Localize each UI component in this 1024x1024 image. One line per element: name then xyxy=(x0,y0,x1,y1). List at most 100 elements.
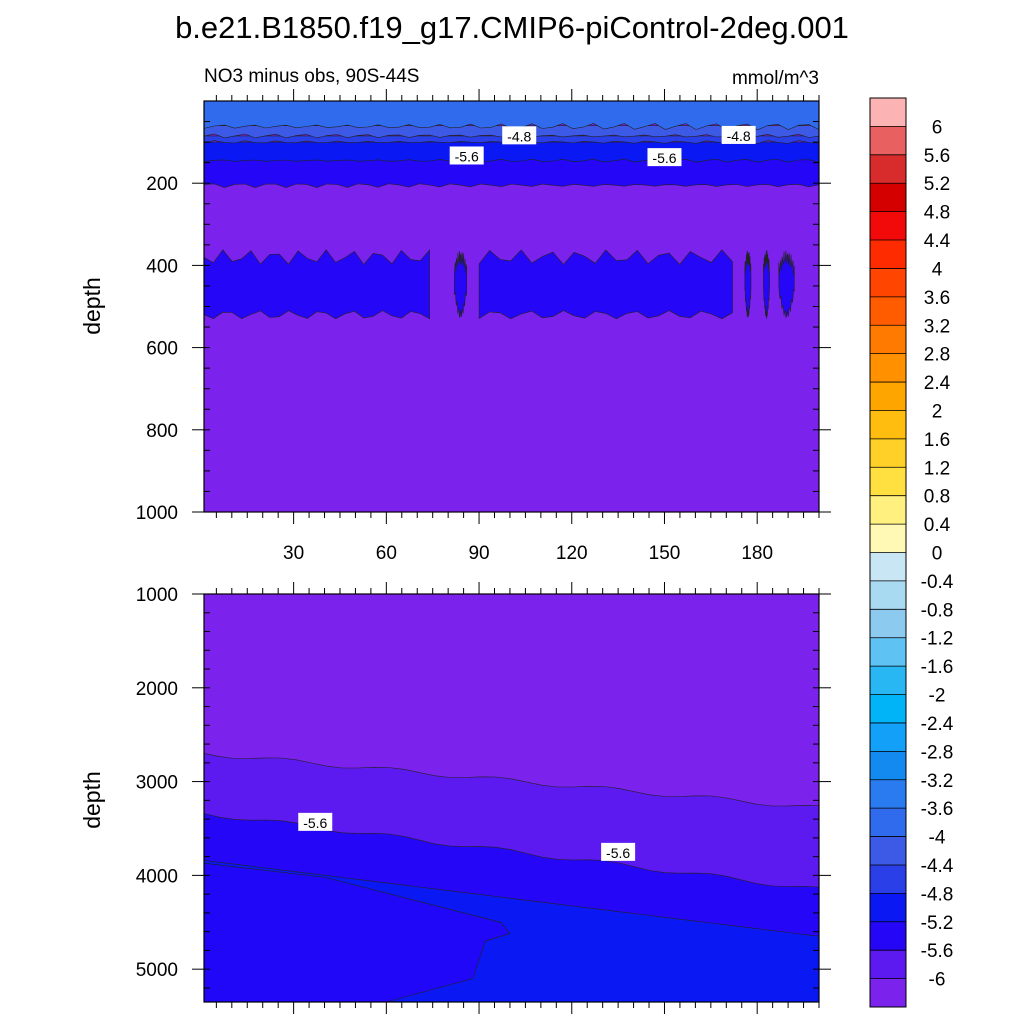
upper-x-tick-label: 60 xyxy=(376,543,397,564)
upper-contour-label-box xyxy=(449,146,484,165)
colorbar-swatch xyxy=(870,921,906,951)
upper-y-tick-label: 400 xyxy=(146,256,178,277)
colorbar-swatch xyxy=(870,268,906,298)
lower-y-tick-label: 1000 xyxy=(136,585,178,606)
colorbar-label: -5.2 xyxy=(921,913,954,934)
colorbar-label: 0 xyxy=(932,544,943,565)
lower-contour-label-text: -5.6 xyxy=(606,845,630,861)
colorbar-label: 6 xyxy=(932,117,943,138)
colorbar-label: -1.6 xyxy=(921,657,954,678)
lower-contour-label-box xyxy=(298,812,333,831)
colorbar-label: -6 xyxy=(929,970,946,991)
lower-contour-label-text: -5.6 xyxy=(303,815,327,831)
colorbar-label: 2 xyxy=(932,401,943,422)
colorbar-label: -3.2 xyxy=(921,771,954,792)
colorbar-label: -2.4 xyxy=(921,714,954,735)
upper-x-tick-label: 180 xyxy=(741,543,773,564)
colorbar-label: 0.4 xyxy=(924,515,951,536)
colorbar-swatch xyxy=(870,438,906,468)
colorbar-swatch xyxy=(870,126,906,156)
lower-plot-frame xyxy=(203,593,820,1003)
colorbar-swatch xyxy=(870,98,906,127)
colorbar: 6 5.6 5.2 4.8 4.4 4 3.6 3.2 2.8 2.4 2 1.6 1.2 0.8 0.4 0… xyxy=(869,97,954,1008)
upper-contour-label-box xyxy=(721,125,756,144)
upper-contour-region xyxy=(203,249,430,320)
colorbar-label: 5.2 xyxy=(924,174,950,195)
colorbar-label: -0.4 xyxy=(921,572,954,593)
chart-title: b.e21.B1850.f19_g17.CMIP6-piControl-2deg… xyxy=(175,10,849,45)
upper-contour-label: -5.6 xyxy=(449,146,484,165)
colorbar-swatch xyxy=(870,808,906,838)
colorbar-label: 1.2 xyxy=(924,458,950,479)
colorbar-label: 3.2 xyxy=(924,316,950,337)
colorbar-swatch xyxy=(870,864,906,894)
upper-contour-region xyxy=(203,141,820,163)
upper-contour-label-box xyxy=(502,126,537,145)
lower-y-tick-label: 2000 xyxy=(136,679,178,700)
colorbar-label: 4 xyxy=(932,259,943,280)
upper-contour-region xyxy=(454,250,467,318)
upper-contour-label: -4.8 xyxy=(502,126,537,145)
colorbar-label: -2 xyxy=(929,686,946,707)
upper-contour-label-text: -5.6 xyxy=(455,148,479,164)
colorbar-swatch xyxy=(870,950,906,980)
upper-y-tick-label: 200 xyxy=(146,174,178,195)
colorbar-label: 0.8 xyxy=(924,487,950,508)
colorbar-label: -4 xyxy=(929,828,946,849)
colorbar-label: -0.8 xyxy=(921,600,954,621)
lower-y-tick-label: 3000 xyxy=(136,773,178,794)
colorbar-swatch xyxy=(870,666,906,696)
colorbar-swatch xyxy=(870,183,906,213)
colorbar-frame xyxy=(869,97,907,1008)
upper-x-tick-label: 30 xyxy=(283,543,304,564)
colorbar-swatch xyxy=(870,524,906,553)
colorbar-label: -4.8 xyxy=(921,884,954,905)
upper-contour-label: -5.6 xyxy=(647,148,682,167)
upper-y-tick-label: 800 xyxy=(146,421,178,442)
colorbar-swatch xyxy=(870,751,906,781)
colorbar-swatch xyxy=(870,382,906,411)
colorbar-swatch xyxy=(870,495,906,525)
colorbar-swatch xyxy=(870,410,906,440)
colorbar-swatch xyxy=(870,637,906,667)
upper-x-tick-label: 150 xyxy=(649,543,681,564)
upper-x-tick-label: 90 xyxy=(468,543,489,564)
colorbar-label: -3.6 xyxy=(921,799,954,820)
colorbar-swatch xyxy=(870,552,906,582)
colorbar-label: 5.6 xyxy=(924,146,950,167)
upper-y-tick-label: 600 xyxy=(146,339,178,360)
colorbar-label: 4.8 xyxy=(924,203,950,224)
colorbar-swatch xyxy=(870,211,906,241)
lower-y-tick-label: 4000 xyxy=(136,866,178,887)
upper-contour-region xyxy=(778,250,795,319)
colorbar-swatch xyxy=(870,609,906,639)
upper-contour-region xyxy=(478,249,733,320)
lower-contour-label: -5.6 xyxy=(601,842,636,861)
colorbar-label: 1.6 xyxy=(924,430,950,451)
upper-contour-label-text: -5.6 xyxy=(652,150,676,166)
upper-contour-label-text: -4.8 xyxy=(507,128,531,144)
colorbar-label: -1.2 xyxy=(921,629,954,650)
colorbar-swatch xyxy=(870,580,906,610)
lower-contour-label: -5.6 xyxy=(298,812,333,831)
chart-units-label: mmol/m^3 xyxy=(732,68,819,89)
upper-contour-label: -4.8 xyxy=(721,125,756,144)
colorbar-swatch xyxy=(870,240,906,269)
colorbar-swatch xyxy=(870,836,906,866)
colorbar-swatch xyxy=(870,467,906,497)
upper-contour-region xyxy=(203,158,820,188)
colorbar-swatch xyxy=(870,353,906,383)
upper-contour-region xyxy=(763,250,770,319)
colorbar-label: -4.4 xyxy=(921,856,954,877)
colorbar-swatch xyxy=(870,893,906,923)
lower-panel: -5.6 -5.6 1000 2000 3000 4000 5000 depth xyxy=(79,582,831,1014)
upper-panel: -4.8 -4.8 -5.6 -5.6 200 400 600 800 1000 30 60 90 12… xyxy=(79,89,831,564)
colorbar-swatch xyxy=(870,296,906,326)
upper-y-tick-label: 1000 xyxy=(136,503,178,524)
colorbar-label: -2.8 xyxy=(921,742,954,763)
lower-contour-label-box xyxy=(601,842,636,861)
chart-subtitle-left: NO3 minus obs, 90S-44S xyxy=(204,66,419,87)
upper-contour-region xyxy=(203,100,820,131)
upper-x-tick-label: 120 xyxy=(556,543,588,564)
